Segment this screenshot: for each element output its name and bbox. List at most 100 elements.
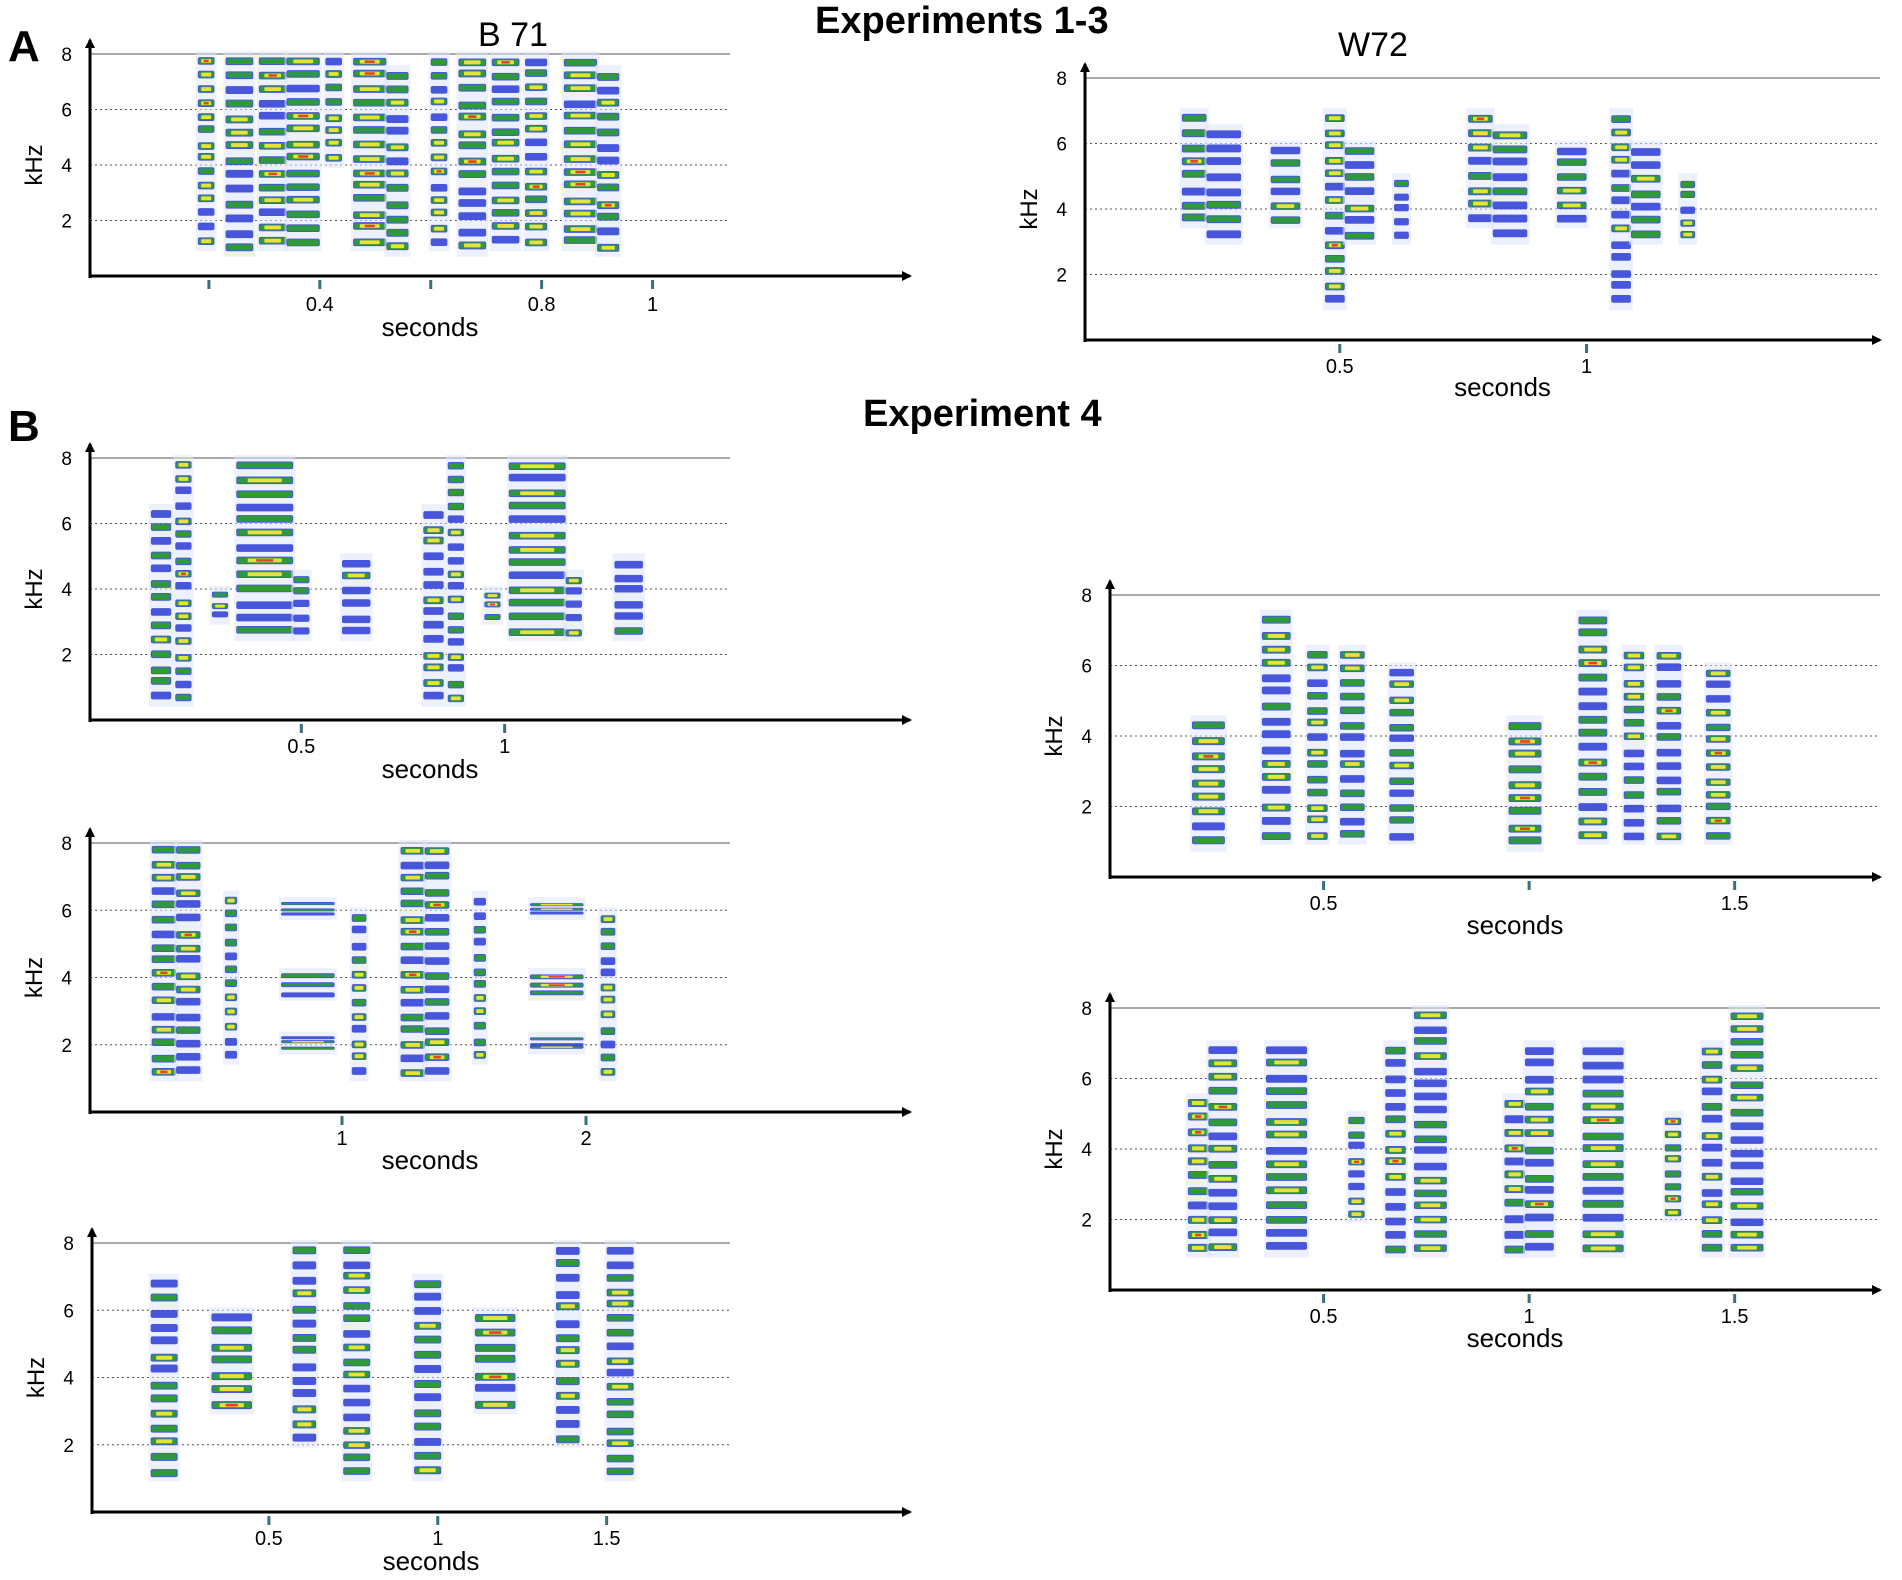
syllable-13 [595, 64, 622, 257]
x-axis-title: seconds [383, 1546, 480, 1576]
syllable-7 [554, 1240, 582, 1448]
syllable-10 [1703, 662, 1733, 845]
syllable-4 [1346, 1110, 1367, 1223]
syllable-1 [148, 1273, 180, 1482]
y-tick-label-2: 2 [63, 1436, 74, 1457]
syllable-9 [456, 51, 489, 257]
syllable-10 [506, 455, 568, 642]
x-tick-label-0.5: 0.5 [1310, 1306, 1338, 1328]
syllable-6 [1412, 1005, 1449, 1258]
x-tick-label-0.4: 0.4 [306, 294, 334, 316]
y-tick-label-8: 8 [1056, 69, 1067, 90]
y-tick-label-2: 2 [1081, 1211, 1092, 1232]
syllable-1 [1190, 715, 1227, 852]
y-tick-label-6: 6 [63, 1301, 74, 1322]
syllable-3 [290, 1240, 319, 1448]
panel-label-a: A [8, 22, 40, 71]
syllable-12 [612, 553, 645, 642]
panel-label-b: B [8, 402, 40, 451]
syllable-4 [234, 455, 296, 642]
x-axis-title: seconds [382, 754, 479, 784]
y-tick-label-6: 6 [61, 515, 72, 536]
syllable-10 [1609, 107, 1633, 311]
spectrogram-title-b71: B 71 [478, 16, 548, 54]
y-axis-title: kHz [21, 568, 48, 609]
y-axis-title: kHz [1041, 715, 1068, 756]
syllable-5 [291, 569, 312, 642]
y-tick-label-2: 2 [61, 212, 72, 233]
y-tick-label-8: 8 [61, 45, 72, 66]
x-axis-title: seconds [1454, 372, 1551, 402]
syllable-8 [1490, 124, 1530, 245]
syllable-1 [1179, 107, 1209, 229]
syllable-7 [1576, 609, 1610, 845]
syllable-5 [412, 1273, 444, 1482]
syllable-4 [284, 51, 322, 252]
x-tick-label-0.5: 0.5 [1310, 893, 1338, 915]
syllable-7 [421, 504, 446, 707]
y-tick-label-2: 2 [61, 1036, 72, 1057]
syllable-10 [489, 51, 522, 252]
x-axis-title: seconds [382, 1145, 479, 1175]
syllable-11 [1699, 1040, 1725, 1258]
syllable-2 [1206, 1040, 1240, 1258]
syllable-2 [1204, 124, 1244, 245]
y-axis-title: kHz [21, 144, 48, 185]
y-tick-label-6: 6 [1081, 657, 1092, 678]
x-tick-label-1: 1 [432, 1528, 443, 1550]
y-tick-label-6: 6 [1081, 1070, 1092, 1091]
syllable-1 [148, 504, 174, 707]
x-tick-label-1: 1 [647, 294, 658, 316]
spectrogram-b5: 2 4 6 8 0.5 1 1.5 seconds kHz [1041, 992, 1882, 1353]
y-tick-label-4: 4 [63, 1369, 74, 1390]
syllable-7 [384, 64, 411, 257]
syllable-13 [527, 897, 586, 920]
x-tick-label-0.5: 0.5 [255, 1528, 283, 1550]
syllable-4 [1338, 644, 1367, 845]
syllable-8 [398, 840, 427, 1082]
y-tick-label-8: 8 [1081, 586, 1092, 607]
syllable-1 [149, 840, 179, 1082]
syllable-4 [279, 1031, 337, 1055]
spectrogram-b3: 2 4 6 8 0.5 1 1.5 seconds kHz [23, 1227, 912, 1576]
syllable-12 [1728, 1005, 1766, 1258]
syllable-11 [527, 1031, 586, 1055]
syllable-11 [563, 569, 584, 642]
y-tick-label-8: 8 [61, 834, 72, 855]
syllable-12 [527, 967, 586, 1001]
syllable-9 [1654, 644, 1684, 845]
syllable-11 [1628, 140, 1663, 245]
syllable-8 [1621, 644, 1647, 845]
syllable-8 [445, 455, 466, 707]
x-tick-label-1: 1 [1524, 1306, 1535, 1328]
syllable-5 [279, 967, 337, 1001]
syllable-5 [323, 51, 344, 168]
spectrogram-b1: 2 4 6 8 0.5 1 seconds kHz [21, 442, 912, 784]
x-axis-title: seconds [1467, 1323, 1564, 1353]
y-tick-label-4: 4 [61, 580, 72, 601]
syllable-12 [1678, 173, 1698, 245]
syllable-4 [341, 1240, 373, 1482]
y-tick-label-6: 6 [61, 901, 72, 922]
y-tick-label-4: 4 [61, 969, 72, 990]
y-tick-label-8: 8 [61, 449, 72, 470]
syllable-7 [1466, 107, 1495, 229]
syllable-11 [523, 51, 550, 252]
syllable-8 [604, 1240, 636, 1482]
syllable-1 [1185, 1093, 1211, 1258]
y-tick-label-4: 4 [1081, 1140, 1092, 1161]
y-tick-label-6: 6 [1056, 135, 1067, 156]
syllable-10 [1662, 1110, 1684, 1223]
x-tick-label-0.5: 0.5 [1326, 356, 1354, 378]
syllable-5 [1387, 662, 1416, 845]
syllable-3 [1305, 644, 1330, 845]
spectrogram-a1-b71: 2 4 6 8 0.4 0.8 1 seconds kHz [21, 38, 912, 342]
spectrogram-title-w72: W72 [1338, 26, 1408, 64]
syllable-3 [256, 51, 289, 252]
y-axis-title: kHz [1016, 188, 1043, 229]
x-tick-label-1.5: 1.5 [1721, 893, 1749, 915]
x-tick-label-1: 1 [336, 1128, 347, 1150]
x-tick-label-1.5: 1.5 [593, 1528, 621, 1550]
syllable-2 [174, 840, 203, 1082]
y-axis-title: kHz [1041, 1128, 1068, 1169]
